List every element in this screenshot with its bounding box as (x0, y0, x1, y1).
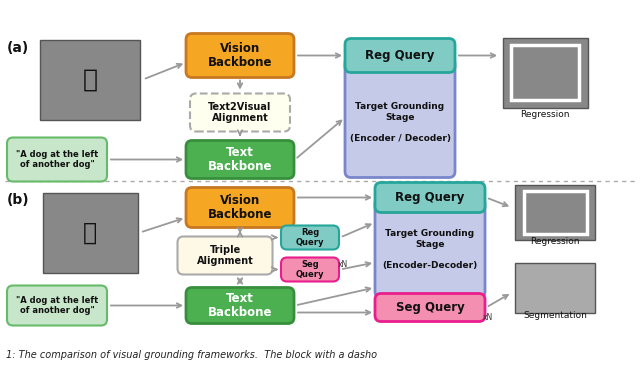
Text: Text
Backbone: Text Backbone (208, 291, 272, 320)
FancyBboxPatch shape (345, 57, 455, 177)
Text: (b): (b) (6, 192, 29, 207)
FancyBboxPatch shape (190, 93, 290, 132)
Text: "A dog at the left
of another dog": "A dog at the left of another dog" (16, 296, 98, 315)
Text: Vision
Backbone: Vision Backbone (208, 42, 272, 69)
Text: Triple
Alignment: Triple Alignment (196, 245, 253, 266)
Text: Segmentation: Segmentation (523, 311, 587, 320)
FancyBboxPatch shape (375, 183, 485, 213)
Bar (515, 185, 595, 240)
Bar (502, 38, 588, 108)
FancyBboxPatch shape (186, 141, 294, 178)
Text: 🐕: 🐕 (83, 220, 97, 245)
Text: Target Grounding
Stage

(Encoder-Decoder): Target Grounding Stage (Encoder-Decoder) (382, 230, 477, 270)
Text: Reg Query: Reg Query (365, 49, 435, 62)
FancyBboxPatch shape (281, 225, 339, 249)
FancyBboxPatch shape (281, 258, 339, 282)
Text: Regression: Regression (531, 237, 580, 246)
Text: (a): (a) (7, 40, 29, 54)
FancyBboxPatch shape (375, 294, 485, 321)
Bar (511, 45, 579, 100)
FancyBboxPatch shape (177, 237, 273, 274)
FancyBboxPatch shape (186, 188, 294, 228)
Text: Reg Query: Reg Query (396, 191, 465, 204)
FancyBboxPatch shape (7, 138, 107, 182)
FancyBboxPatch shape (375, 198, 485, 297)
Text: xN: xN (338, 260, 348, 269)
Bar (515, 262, 595, 312)
Text: "A dog at the left
of another dog": "A dog at the left of another dog" (16, 150, 98, 169)
Text: Text2Visual
Alignment: Text2Visual Alignment (208, 102, 272, 123)
Text: xN: xN (483, 313, 493, 322)
FancyBboxPatch shape (345, 39, 455, 72)
Text: Seg Query: Seg Query (396, 301, 465, 314)
Text: Reg
Query: Reg Query (296, 228, 324, 247)
Bar (524, 191, 586, 234)
Text: Regression: Regression (520, 110, 570, 119)
Text: 1: The comparison of visual grounding frameworks.  The block with a dasho: 1: The comparison of visual grounding fr… (6, 350, 378, 360)
Bar (40, 39, 140, 120)
Text: Target Grounding
Stage

(Encoder / Decoder): Target Grounding Stage (Encoder / Decode… (349, 102, 451, 142)
FancyBboxPatch shape (186, 33, 294, 78)
FancyBboxPatch shape (7, 285, 107, 326)
FancyBboxPatch shape (186, 288, 294, 324)
Bar (42, 192, 138, 273)
Text: Text
Backbone: Text Backbone (208, 146, 272, 174)
Text: Seg
Query: Seg Query (296, 260, 324, 279)
Text: 🐕: 🐕 (83, 68, 97, 92)
Text: Vision
Backbone: Vision Backbone (208, 194, 272, 222)
